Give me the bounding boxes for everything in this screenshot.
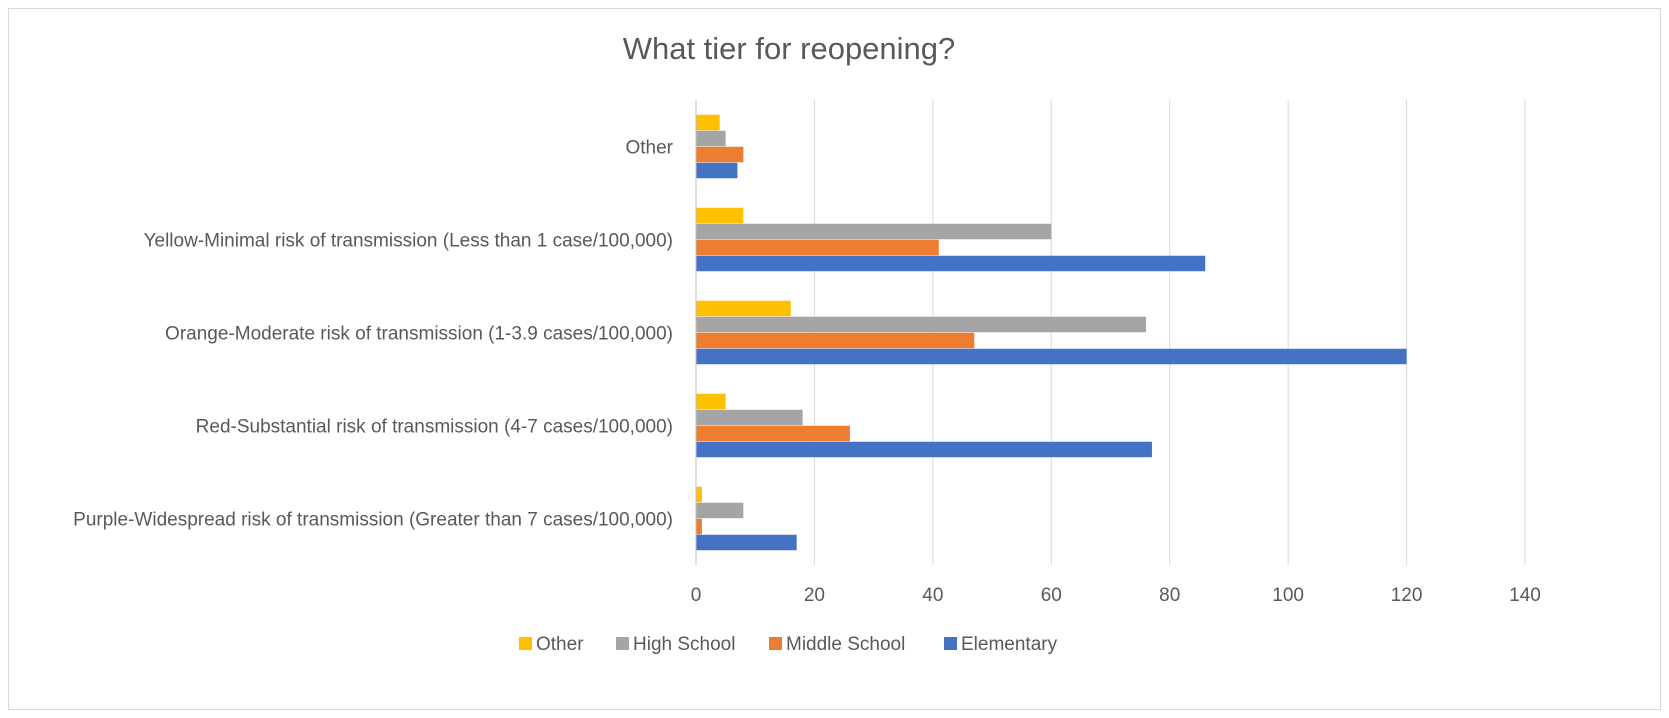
bar-high-school [696, 316, 1147, 333]
bar-other [696, 393, 726, 410]
legend-label: Other [536, 634, 584, 655]
bar-middle-school [696, 239, 939, 256]
x-tick-label: 20 [804, 585, 825, 606]
bar-other [696, 486, 702, 503]
category-label: Other [625, 138, 673, 159]
x-tick-label: 120 [1391, 585, 1423, 606]
category-label: Red-Substantial risk of transmission (4-… [196, 417, 673, 438]
bar-middle-school [696, 425, 850, 442]
category-label: Purple-Widespread risk of transmission (… [73, 510, 673, 531]
legend-label: Middle School [786, 634, 905, 655]
legend-label: High School [633, 634, 735, 655]
bar-elementary [696, 162, 738, 179]
legend-swatch [944, 637, 957, 650]
bar-other [696, 114, 720, 131]
legend-swatch [769, 637, 782, 650]
category-label: Orange-Moderate risk of transmission (1-… [165, 324, 673, 345]
x-tick-label: 80 [1159, 585, 1180, 606]
legend: Other High School Middle School Elementary [519, 634, 1058, 655]
bar-high-school [696, 502, 744, 519]
x-tick-label: 100 [1272, 585, 1304, 606]
chart-title: What tier for reopening? [623, 31, 956, 66]
bar-elementary [696, 255, 1206, 272]
legend-swatch [616, 637, 629, 650]
category-label: Yellow-Minimal risk of transmission (Les… [144, 231, 673, 252]
x-tick-label: 40 [922, 585, 943, 606]
tick-labels: 0 20 40 60 80 100 120 140 [691, 585, 1541, 606]
bar-elementary [696, 441, 1152, 458]
bar-elementary [696, 348, 1407, 365]
bar-middle-school [696, 518, 702, 535]
bar-high-school [696, 409, 803, 426]
bar-other [696, 300, 791, 317]
bars-layer [696, 114, 1407, 551]
x-tick-label: 140 [1509, 585, 1541, 606]
x-tick-label: 0 [691, 585, 702, 606]
bar-middle-school [696, 332, 975, 349]
legend-swatch [519, 637, 532, 650]
x-tick-label: 60 [1041, 585, 1062, 606]
legend-label: Elementary [961, 634, 1058, 655]
grid-layer [813, 100, 1526, 565]
bar-high-school [696, 223, 1052, 240]
bar-middle-school [696, 146, 744, 163]
category-labels: Other Yellow-Minimal risk of transmission… [73, 138, 673, 531]
bar-high-school [696, 130, 726, 147]
bar-elementary [696, 534, 797, 551]
bar-other [696, 207, 744, 224]
